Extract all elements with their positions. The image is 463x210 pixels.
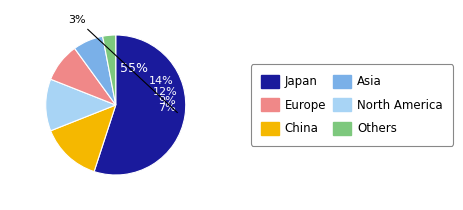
Text: 7%: 7% — [158, 103, 175, 113]
Wedge shape — [46, 79, 116, 131]
Text: 14%: 14% — [149, 76, 173, 86]
Text: 55%: 55% — [120, 63, 149, 75]
Legend: Japan, Europe, China, Asia, North America, Others: Japan, Europe, China, Asia, North Americ… — [250, 64, 453, 146]
Wedge shape — [50, 105, 116, 172]
Wedge shape — [50, 48, 116, 105]
Wedge shape — [103, 35, 116, 105]
Wedge shape — [94, 35, 186, 175]
Wedge shape — [75, 36, 116, 105]
Text: 12%: 12% — [153, 87, 177, 97]
Text: 3%: 3% — [69, 15, 177, 113]
Text: 9%: 9% — [158, 96, 175, 106]
